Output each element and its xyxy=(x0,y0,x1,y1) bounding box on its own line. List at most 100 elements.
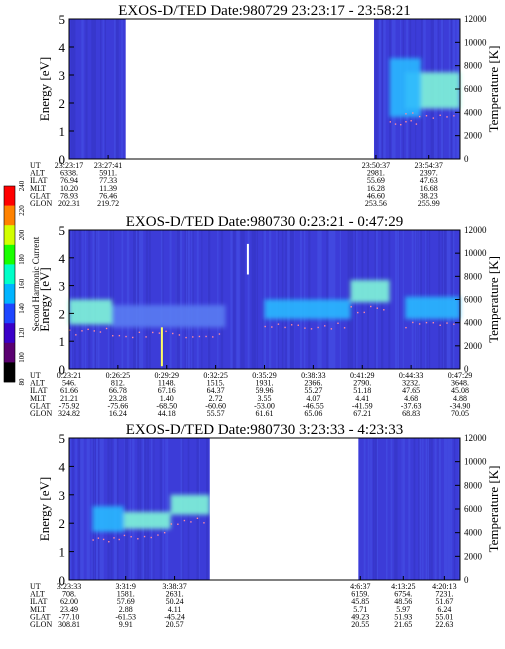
texture-streak xyxy=(85,19,88,159)
colorbar-tick-label: 100 xyxy=(18,352,26,363)
texture-streak xyxy=(129,438,131,580)
temperature-point xyxy=(118,538,120,541)
texture-streak xyxy=(139,438,142,580)
temperature-point xyxy=(145,336,147,338)
texture-streak xyxy=(437,438,440,580)
temperature-point xyxy=(118,334,121,337)
texture-streak xyxy=(403,438,405,580)
texture-streak xyxy=(176,230,179,369)
ephemeris-label: MLT xyxy=(30,605,46,614)
temperature-point xyxy=(205,335,207,338)
temperature-point xyxy=(105,327,108,330)
ephemeris-value: 68.83 xyxy=(402,409,420,418)
ephemeris-value: 23.49 xyxy=(60,605,78,614)
ephemeris-value: 22.63 xyxy=(435,620,453,629)
temperature-point xyxy=(87,328,89,331)
colorbar-frame xyxy=(3,185,16,383)
texture-streak xyxy=(145,230,149,369)
texture-streak xyxy=(236,230,239,369)
temperature-point xyxy=(383,309,385,311)
texture-streak xyxy=(148,230,151,369)
colorbar-segment xyxy=(4,284,15,304)
ephemeris-value: -53.00 xyxy=(254,401,275,410)
texture-streak xyxy=(142,438,145,580)
y-tick-label: 4 xyxy=(59,40,66,55)
temperature-point xyxy=(75,334,77,336)
ephemeris-value: 46.60 xyxy=(367,191,385,200)
ephemeris-value: -77.10 xyxy=(59,612,80,621)
y-tick-label: 1 xyxy=(59,334,66,349)
texture-streak xyxy=(86,438,88,580)
temperature-point xyxy=(453,323,455,325)
temperature-point xyxy=(310,328,313,330)
temperature-point xyxy=(370,305,372,308)
temperature-point xyxy=(290,324,293,326)
texture-streak xyxy=(139,438,142,580)
energy-band-2 xyxy=(112,305,226,328)
ephemeris-value: 4.88 xyxy=(453,394,467,403)
ephemeris-value: 3:38:37 xyxy=(162,582,186,591)
texture-streak xyxy=(70,19,74,159)
temperature-point xyxy=(439,114,441,116)
texture-streak xyxy=(232,230,234,369)
y2-tick-label: 8000 xyxy=(464,61,483,71)
y-tick-label: 4 xyxy=(59,251,66,266)
y-tick-label: 5 xyxy=(59,223,66,238)
ephemeris-value: 1581. xyxy=(117,590,135,599)
ephemeris-label: ALT xyxy=(30,590,45,599)
colorbar-tick-label: 140 xyxy=(18,303,26,314)
ephemeris-value: 6338. xyxy=(60,169,78,178)
temperature-point xyxy=(337,322,339,324)
energy-band-4 xyxy=(350,280,390,303)
ephemeris-value: 2631. xyxy=(166,590,184,599)
colorbar-segment xyxy=(4,264,15,285)
ephemeris-label: GLON xyxy=(30,409,52,418)
ephemeris-value: 61.66 xyxy=(60,386,78,395)
y2-tick-label: 12000 xyxy=(464,225,487,235)
temperature-point xyxy=(190,521,192,523)
ephemeris-value: 23:54:37 xyxy=(414,161,442,170)
temperature-point xyxy=(418,323,421,325)
energy-band-3 xyxy=(170,494,210,515)
texture-streak xyxy=(99,19,102,159)
texture-streak xyxy=(72,19,75,159)
temperature-point xyxy=(92,539,94,541)
texture-streak xyxy=(419,438,422,580)
burst-2 xyxy=(246,243,249,275)
texture-streak xyxy=(378,19,381,159)
texture-streak xyxy=(160,438,163,580)
data-gap-1 xyxy=(209,438,359,580)
texture-streak xyxy=(137,230,139,369)
temperature-point xyxy=(363,311,365,314)
texture-streak xyxy=(91,19,94,159)
texture-streak xyxy=(142,438,145,580)
texture-streak xyxy=(427,438,430,580)
energy-band-1 xyxy=(69,299,113,325)
temperature-point xyxy=(203,522,205,524)
ephemeris-value: 70.05 xyxy=(451,409,469,418)
texture-streak xyxy=(139,230,142,369)
y2-tick-label: 6000 xyxy=(464,295,483,305)
y-tick-label: 4 xyxy=(59,459,66,474)
texture-streak xyxy=(78,438,81,580)
ephemeris-value: 51.67 xyxy=(435,597,453,606)
texture-streak xyxy=(434,438,437,580)
temperature-point xyxy=(196,517,199,519)
colorbar-segment xyxy=(4,244,15,265)
ephemeris-value: 16.24 xyxy=(109,409,127,418)
temperature-point xyxy=(418,115,421,118)
texture-streak xyxy=(247,230,250,369)
ephemeris-value: 0:23:21 xyxy=(57,371,81,380)
ephemeris-value: 6754. xyxy=(394,590,412,599)
texture-streak xyxy=(394,438,397,580)
ephemeris-value: 55.01 xyxy=(435,612,453,621)
temperature-point xyxy=(425,115,428,117)
texture-streak xyxy=(121,230,123,369)
temperature-point xyxy=(297,324,299,326)
texture-streak xyxy=(444,438,446,580)
temperature-point xyxy=(123,534,126,537)
texture-streak xyxy=(397,230,400,369)
ephemeris-value: 812. xyxy=(111,379,125,388)
energy-band-5 xyxy=(405,296,460,319)
ephemeris-value: 20.57 xyxy=(166,620,184,629)
